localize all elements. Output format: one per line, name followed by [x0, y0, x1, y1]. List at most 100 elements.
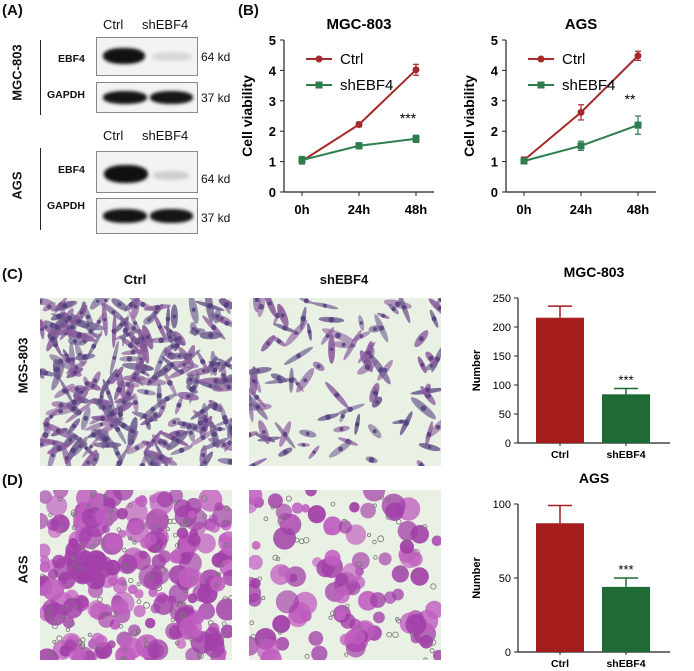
cell-nucleus	[78, 444, 83, 449]
y-axis-label: Number	[471, 349, 483, 391]
cell-shape	[52, 554, 66, 569]
pore	[223, 542, 230, 548]
y-tick-label: 0	[491, 185, 498, 200]
pore	[159, 567, 166, 574]
pore	[377, 535, 385, 543]
y-tick-label: 150	[493, 351, 511, 363]
cell-nucleus	[139, 462, 146, 466]
pore	[224, 519, 230, 525]
cell-shape	[338, 520, 352, 534]
pore	[212, 654, 217, 659]
y-tick-label: 3	[269, 94, 276, 109]
cell-nucleus	[375, 400, 379, 404]
panel-label-a: (A)	[2, 2, 23, 19]
data-point	[355, 121, 363, 129]
cell-nucleus	[106, 380, 111, 384]
cell-shape	[431, 535, 441, 547]
cell-nucleus	[172, 420, 177, 425]
pore	[372, 539, 377, 545]
pore	[180, 522, 187, 530]
wb-band	[103, 91, 147, 104]
cell-nucleus	[114, 373, 120, 378]
pore	[198, 653, 203, 658]
cell-shape	[291, 502, 304, 514]
bar	[536, 523, 584, 652]
cell-nucleus	[90, 432, 96, 438]
pore	[285, 495, 292, 502]
y-tick-label: 50	[499, 409, 511, 421]
pore	[132, 540, 137, 545]
cell-nucleus	[55, 428, 61, 433]
cell-nucleus	[156, 392, 162, 399]
cell-shape	[399, 539, 414, 554]
wb-col-sh: shEBF4	[142, 17, 189, 32]
y-axis-label: Cell viability	[461, 75, 477, 157]
cell-nucleus	[437, 306, 441, 311]
wb-bracket	[40, 40, 41, 115]
cell-nucleus	[73, 370, 77, 375]
cell-nucleus	[203, 417, 209, 423]
cell-nucleus	[139, 356, 143, 361]
cell-nucleus	[399, 419, 404, 424]
cell-shape	[46, 495, 68, 517]
cell-nucleus	[340, 414, 345, 419]
y-tick-label: 1	[269, 155, 276, 170]
cell-nucleus	[427, 445, 432, 449]
cell-shape	[385, 502, 404, 521]
cell-shape	[307, 505, 326, 524]
wb-band	[150, 91, 193, 104]
cell-shape	[42, 599, 60, 616]
x-tick-label: 48h	[405, 202, 427, 217]
cell-nucleus	[223, 419, 229, 425]
cell-nucleus	[339, 427, 344, 432]
pore	[409, 632, 414, 637]
cell-shape	[249, 490, 263, 505]
pore	[182, 586, 189, 593]
cell-nucleus	[212, 367, 218, 373]
cell-nucleus	[305, 431, 310, 436]
cell-shape	[66, 557, 87, 577]
cell-shape	[373, 611, 385, 624]
cell-nucleus	[201, 453, 206, 458]
cell-shape	[275, 590, 299, 614]
cell-shape	[349, 501, 360, 513]
wb-blot-strip	[96, 198, 198, 234]
cell-shape	[115, 645, 136, 660]
pore	[344, 652, 349, 657]
cell-nucleus	[222, 377, 229, 383]
line-chart-ags: AGS 0 1 2 3 4 5 0h 24h 48h Cell viability Ctrl shEBF…	[461, 16, 656, 217]
pore	[60, 614, 67, 620]
cell-shape	[148, 494, 158, 503]
pore	[78, 542, 85, 550]
cell-nucleus	[40, 369, 43, 374]
pore	[122, 647, 127, 653]
cell-shape	[249, 554, 263, 570]
wb-band	[150, 209, 193, 223]
bar	[536, 317, 584, 443]
pore	[249, 620, 255, 626]
cell-shape	[392, 588, 404, 601]
cell-shape	[250, 578, 261, 589]
cell-nucleus	[81, 354, 88, 360]
pore	[47, 606, 54, 613]
cell-nucleus	[322, 303, 328, 308]
pore	[100, 612, 106, 617]
cell-shape	[78, 525, 103, 550]
pore	[294, 537, 300, 543]
cell-nucleus	[268, 301, 272, 306]
pore	[52, 639, 57, 644]
cell-nucleus	[316, 364, 321, 369]
pore	[422, 524, 428, 530]
micro-col-sh: shEBF4	[319, 272, 369, 287]
cell-shape	[113, 490, 134, 501]
cell-nucleus	[221, 373, 226, 378]
cell-nucleus	[426, 432, 432, 437]
cell-nucleus	[254, 298, 260, 303]
pore	[71, 561, 77, 568]
cell-shape	[127, 584, 138, 595]
pore	[224, 505, 230, 511]
chart-title: AGS	[565, 16, 598, 33]
y-axis-label: Cell viability	[239, 75, 255, 157]
cell-nucleus	[91, 384, 95, 388]
cell-nucleus	[96, 299, 100, 303]
